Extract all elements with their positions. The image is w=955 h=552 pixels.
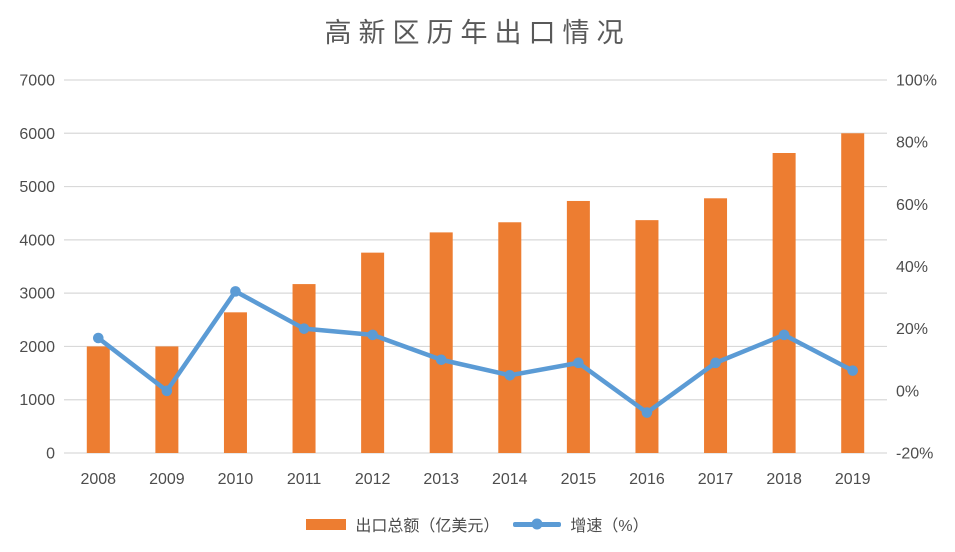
growth-rate-point (435, 354, 447, 366)
legend-label-export-total: 出口总额（亿美元） (355, 518, 500, 535)
growth-rate-point (92, 332, 104, 344)
left-axis-tick-label: 0 (46, 446, 55, 463)
growth-rate-point (161, 385, 173, 397)
line-marker-dot-icon (531, 518, 543, 530)
left-axis-tick-label: 3000 (19, 286, 55, 303)
growth-rate-line (96, 289, 855, 415)
export-total-bar (155, 346, 179, 453)
export-total-bar (429, 232, 453, 453)
right-axis-tick-label: 0% (896, 383, 919, 400)
growth-rate-point (641, 407, 653, 418)
line-series-swatch-icon (513, 518, 562, 530)
export-total-bar (86, 346, 110, 453)
export-total-bar (635, 220, 659, 453)
x-axis-tick-label: 2010 (218, 471, 254, 488)
left-axis-tick-label: 2000 (19, 339, 55, 356)
x-axis-tick-label: 2016 (629, 471, 665, 488)
right-axis-tick-label: 100% (896, 73, 937, 90)
export-total-bar (223, 312, 247, 453)
export-total-bar (498, 222, 522, 453)
growth-rate-point (504, 369, 516, 381)
right-axis-tick-label: 60% (896, 197, 928, 214)
right-axis-tick-label: 80% (896, 135, 928, 152)
chart-legend: 出口总额（亿美元） 增速（%） (0, 510, 955, 538)
export-total-bar (841, 133, 865, 454)
right-axis-tick-label: 20% (896, 321, 928, 338)
x-axis-tick-label: 2018 (766, 471, 802, 488)
right-axis-tick-label: 40% (896, 259, 928, 276)
growth-rate-point (230, 286, 241, 297)
growth-rate-point (778, 329, 790, 341)
legend-item-export-total: 出口总额（亿美元） (306, 512, 499, 536)
x-axis-tick-label: 2008 (80, 471, 116, 488)
x-axis-tick-label: 2019 (835, 471, 871, 488)
right-axis-tick-label: -20% (896, 446, 933, 463)
x-axis-tick-label: 2012 (355, 471, 391, 488)
left-axis-tick-label: 1000 (19, 392, 55, 409)
growth-rate-point (367, 329, 378, 341)
x-axis-tick-label: 2014 (492, 471, 528, 488)
left-axis-tick-label: 7000 (19, 73, 55, 90)
legend-item-growth-rate: 增速（%） (513, 512, 649, 536)
export-total-bar (292, 284, 316, 453)
growth-rate-point (710, 357, 721, 369)
legend-label-growth-rate: 增速（%） (570, 518, 649, 535)
chart-title: 高新区历年出口情况 (324, 18, 631, 49)
left-axis-tick-label: 4000 (19, 232, 55, 249)
growth-rate-point (573, 357, 584, 369)
export-total-bar (772, 153, 796, 453)
bar-series-swatch-icon (306, 518, 347, 530)
x-axis-tick-label: 2015 (561, 471, 597, 488)
export-total-bar (704, 198, 728, 453)
x-axis-tick-label: 2013 (423, 471, 459, 488)
x-axis-tick-label: 2009 (149, 471, 185, 488)
x-axis-tick-label: 2011 (287, 471, 322, 488)
export-total-bar (566, 200, 590, 453)
left-axis-tick-label: 6000 (19, 126, 55, 143)
export-total-bar (361, 252, 385, 453)
x-axis-tick-label: 2017 (698, 471, 734, 488)
growth-rate-point (847, 365, 859, 376)
growth-rate-point (298, 323, 310, 334)
left-axis-tick-label: 5000 (19, 179, 55, 196)
